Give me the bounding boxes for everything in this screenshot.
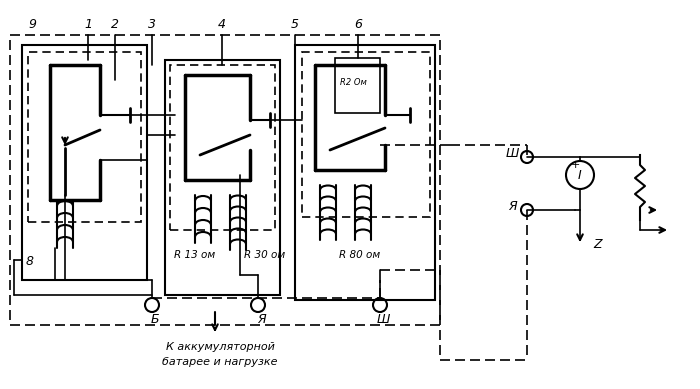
Text: Б: Б [150,313,160,326]
Text: 4: 4 [218,18,226,31]
Text: 9: 9 [28,18,36,31]
Bar [170,65,275,230]
Text: Ш: Ш [377,313,390,326]
Text: R 80 ом: R 80 ом [340,250,381,260]
Text: К аккумуляторной: К аккумуляторной [166,342,274,352]
Text: 8: 8 [26,255,34,268]
Text: 5: 5 [291,18,299,31]
Bar [302,52,430,217]
Text: Я: Я [257,313,265,326]
Text: Я: Я [508,200,517,213]
Text: 6: 6 [354,18,362,31]
Text: 1: 1 [84,18,92,31]
Text: 2: 2 [111,18,119,31]
Bar [335,58,380,113]
Bar [28,52,141,222]
Text: R 13 ом: R 13 ом [174,250,216,260]
Text: 3: 3 [148,18,156,31]
Text: Ш: Ш [505,147,519,160]
Text: R2 Ом: R2 Ом [340,78,367,87]
Text: +: + [570,160,580,170]
Bar [10,35,440,325]
Text: батарее и нагрузке: батарее и нагрузке [162,357,278,367]
Bar [295,45,435,300]
Text: I: I [578,168,582,182]
Bar [165,60,280,295]
Text: R 30 ом: R 30 ом [244,250,286,260]
Bar [22,45,147,280]
Text: Z: Z [594,238,602,251]
